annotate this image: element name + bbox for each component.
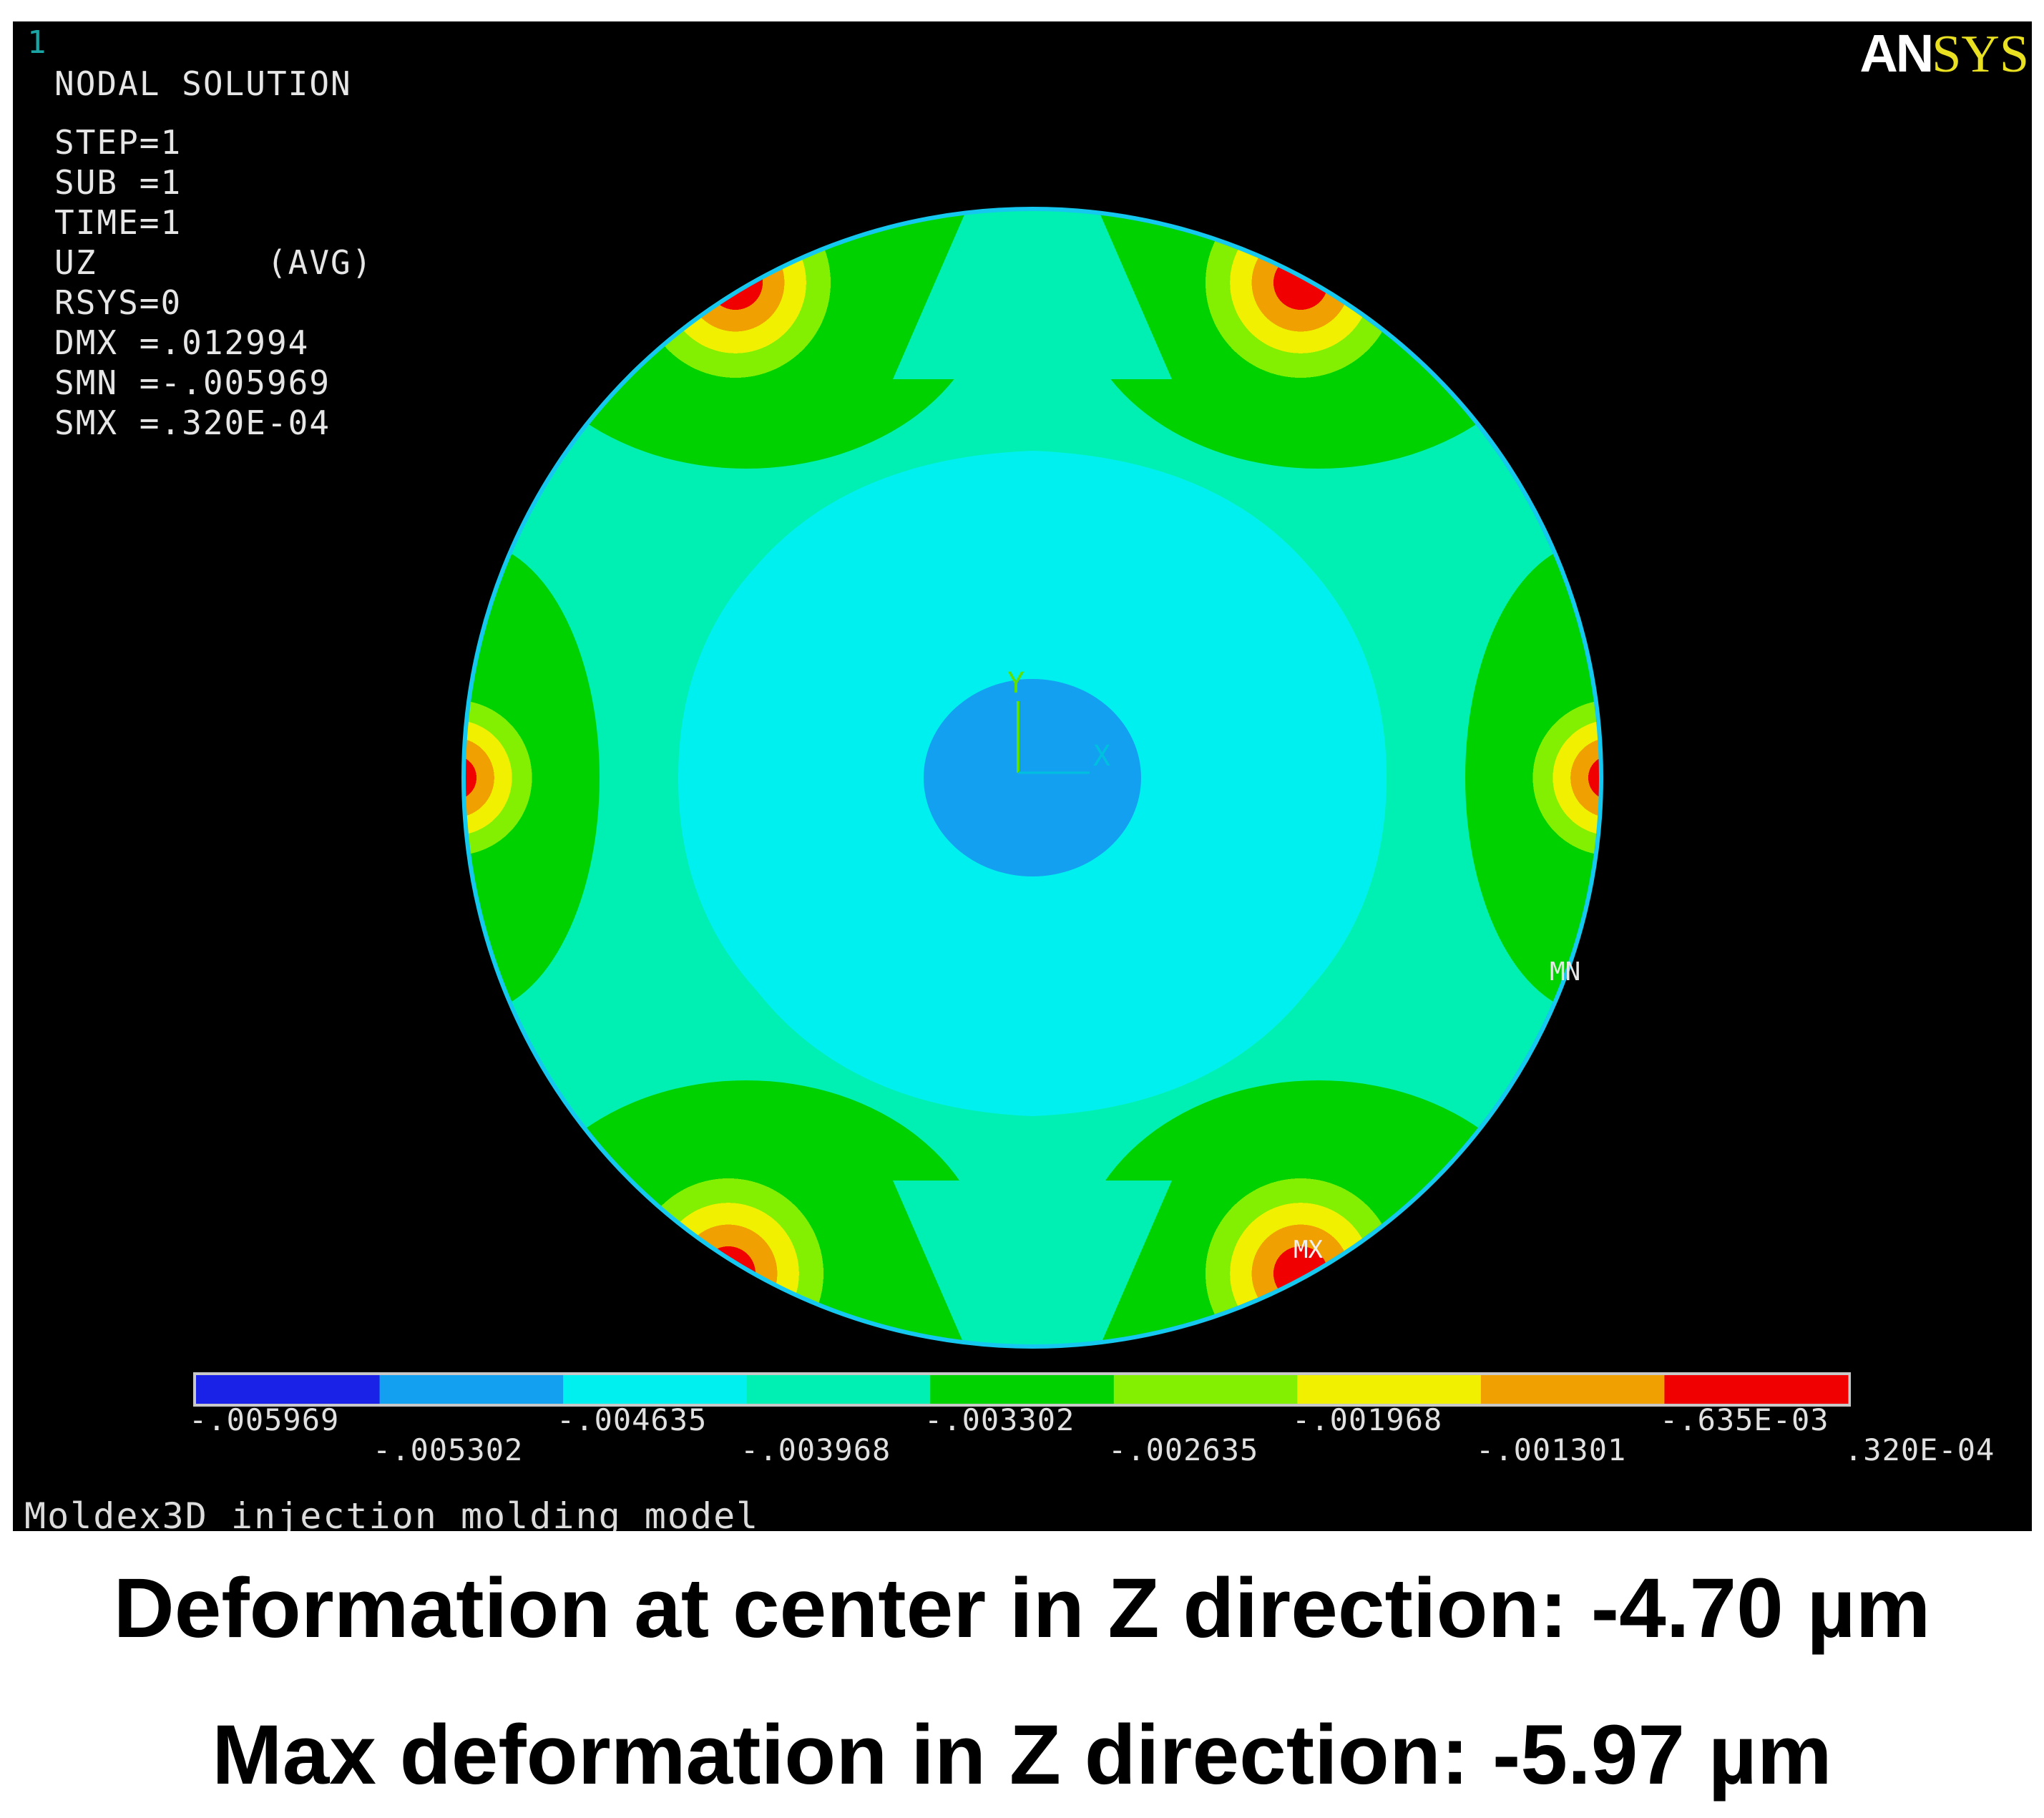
caption-max-deformation: Max deformation in Z direction: -5.97 µm [212,1708,1832,1802]
legend-label-5: -.002635 [1108,1432,1259,1467]
min-marker: MN [1550,957,1580,987]
legend-label-7: -.001301 [1476,1432,1627,1467]
max-marker: MX [1294,1236,1323,1264]
info-line-dmx: DMX =.012994 [54,323,310,362]
window-number: 1 [27,24,47,61]
disk-contours [464,209,1601,1347]
legend-swatch-8 [1664,1375,1849,1404]
legend-bar [193,1372,1851,1407]
info-line-smx: SMX =.320E-04 [54,404,331,442]
info-line-step: STEP=1 [54,123,182,162]
legend-swatch-7 [1480,1375,1665,1404]
axis-y-label: Y [1007,667,1025,700]
legend-swatch-4 [930,1375,1115,1404]
disk-outline [461,207,1603,1349]
hot-spot-top-right [1165,209,1437,419]
legend-swatch-6 [1297,1375,1482,1404]
ansys-graphics-window: 1 ANSYS NODAL SOLUTION STEP=1 SUB =1 TIM… [13,21,2032,1531]
info-title: NODAL SOLUTION [54,64,352,103]
legend-swatch-3 [746,1375,931,1404]
caption-center-deformation: Deformation at center in Z direction: -4… [113,1561,1931,1656]
contour-plot: Y X MN MX [193,207,1851,1407]
legend-label-8: -.635E-03 [1660,1402,1829,1437]
info-line-sub: SUB =1 [54,163,182,202]
legend-swatch-2 [563,1375,748,1404]
legend-label-3: -.003968 [740,1432,891,1467]
info-line-smn: SMN =-.005969 [54,363,331,402]
hot-spot-left [464,667,565,889]
ansys-logo: ANSYS [1859,23,2029,85]
legend-label-2: -.004635 [557,1402,708,1437]
legend-label-0: -.005969 [189,1402,340,1437]
logo-an: AN [1859,24,1934,83]
hot-spot-bottom-left [592,1138,864,1347]
legend-label-1: -.005302 [373,1432,524,1467]
info-line-uz: UZ (AVG) [54,243,373,282]
legend-label-4: -.003302 [924,1402,1075,1437]
legend-swatch-0 [196,1375,381,1404]
model-title: Moldex3D injection molding model [24,1495,760,1531]
info-line-rsys: RSYS=0 [54,283,182,322]
logo-sys: SYS [1932,25,2029,84]
hot-spot-right [1500,667,1601,889]
axis-x-label: X [1093,740,1110,773]
legend-label-9: .320E-04 [1844,1432,1995,1467]
legend-swatch-1 [379,1375,564,1404]
legend-swatch-5 [1113,1375,1298,1404]
hot-spot-bottom-right [1165,1138,1437,1347]
channel-bottom [893,1181,1172,1347]
hot-spot-top-left [600,209,871,419]
channel-top [893,209,1172,379]
contour-band-center [924,679,1141,876]
info-line-time: TIME=1 [54,203,182,242]
legend-label-6: -.001968 [1292,1402,1443,1437]
